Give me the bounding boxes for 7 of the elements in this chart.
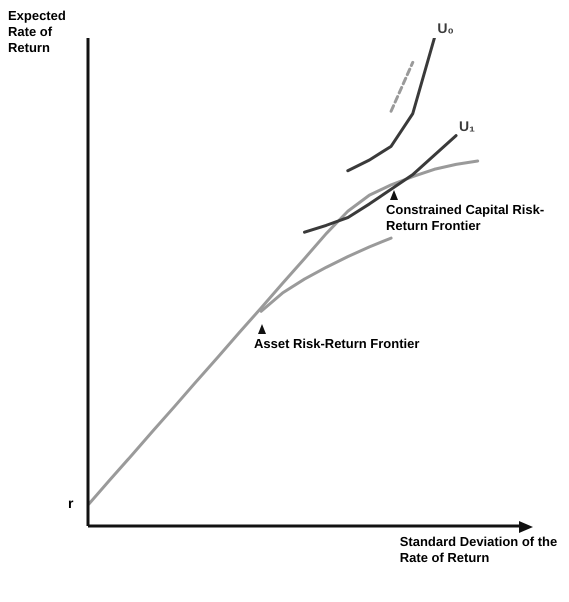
annotation: Constrained Capital Risk-Return Frontier xyxy=(386,202,546,234)
y-axis-title: Expected Rate of Return xyxy=(8,8,67,56)
annotation: Asset Risk-Return Frontier xyxy=(254,336,420,352)
x-axis-title: Standard Deviation of the Rate of Return xyxy=(400,534,558,566)
series-label: U₀ xyxy=(437,20,454,36)
text: r xyxy=(68,495,74,511)
series-label: U₁ xyxy=(459,118,475,134)
